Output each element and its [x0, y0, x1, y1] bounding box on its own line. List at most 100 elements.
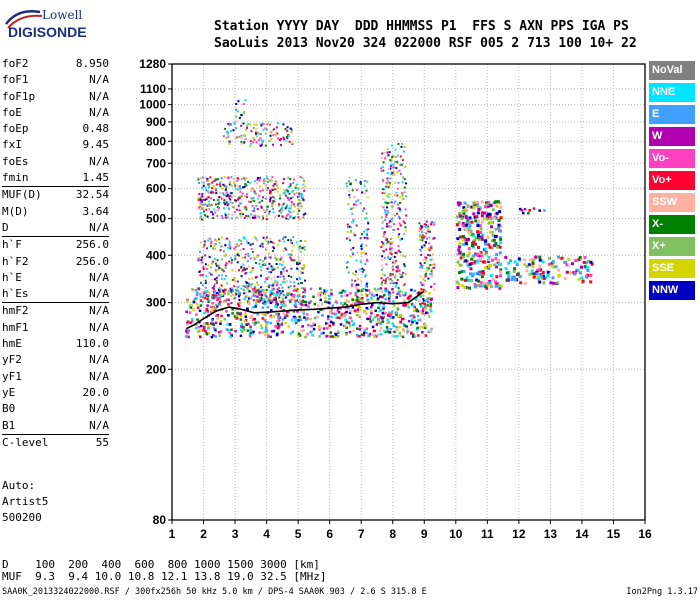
- echo-point: [262, 123, 265, 126]
- echo-point: [243, 178, 246, 181]
- echo-point: [382, 180, 385, 183]
- echo-point: [398, 314, 402, 317]
- echo-point: [381, 255, 384, 258]
- echo-point: [247, 181, 250, 184]
- echo-point: [475, 253, 479, 257]
- echo-point: [391, 291, 395, 294]
- echo-point: [507, 274, 511, 278]
- echo-point: [479, 230, 483, 234]
- echo-point: [419, 326, 422, 329]
- echo-point: [301, 248, 304, 251]
- echo-point: [420, 228, 423, 231]
- echo-point: [476, 235, 480, 239]
- echo-point: [270, 130, 273, 133]
- echo-point: [264, 263, 267, 266]
- echo-point: [215, 303, 218, 307]
- echo-point: [221, 245, 224, 248]
- echo-point: [385, 325, 389, 329]
- echo-point: [371, 303, 374, 307]
- echo-point: [202, 183, 205, 186]
- echo-point: [272, 329, 276, 333]
- echo-point: [414, 297, 418, 301]
- echo-point: [224, 216, 227, 219]
- echo-point: [485, 214, 489, 218]
- echo-point: [249, 181, 252, 184]
- echo-point: [212, 247, 215, 250]
- echo-point: [263, 289, 266, 292]
- echo-point: [219, 195, 222, 198]
- echo-point: [388, 151, 391, 154]
- echo-point: [586, 268, 590, 272]
- echo-point: [281, 215, 284, 218]
- echo-point: [257, 216, 260, 219]
- echo-point: [240, 266, 243, 269]
- echo-point: [272, 196, 275, 199]
- echo-point: [262, 140, 265, 143]
- echo-point: [260, 326, 264, 330]
- echo-point: [458, 227, 462, 231]
- echo-point: [278, 286, 281, 289]
- echo-point: [297, 300, 300, 303]
- echo-point: [390, 225, 393, 228]
- echo-point: [393, 282, 396, 285]
- echo-point: [389, 274, 392, 277]
- echo-point: [433, 223, 436, 226]
- echo-point: [224, 244, 227, 247]
- echo-point: [200, 181, 203, 184]
- echo-point: [285, 140, 288, 143]
- echo-point: [477, 251, 481, 255]
- echo-point: [266, 299, 269, 302]
- echo-point: [250, 190, 253, 193]
- echo-point: [396, 187, 399, 190]
- echo-point: [199, 335, 202, 339]
- echo-point: [395, 296, 398, 299]
- echo-point: [282, 136, 285, 139]
- echo-point: [199, 198, 202, 201]
- param-key: M(D): [2, 204, 29, 218]
- echo-point: [253, 292, 257, 296]
- echo-point: [266, 205, 269, 208]
- echo-point: [260, 206, 263, 209]
- echo-point: [385, 213, 388, 216]
- echo-point: [296, 204, 299, 207]
- echo-point: [288, 192, 291, 195]
- legend-item: NNW: [649, 281, 695, 300]
- echo-point: [242, 103, 245, 106]
- echo-point: [204, 286, 207, 289]
- echo-point: [256, 131, 259, 134]
- echo-point: [350, 284, 353, 287]
- echo-point: [224, 127, 227, 130]
- echo-point: [531, 260, 535, 264]
- echo-point: [289, 285, 292, 288]
- echo-point: [212, 323, 216, 327]
- echo-point: [269, 256, 272, 259]
- echo-point: [302, 267, 305, 270]
- echo-point: [421, 281, 424, 284]
- echo-point: [480, 275, 484, 279]
- echo-point: [362, 331, 366, 335]
- muf-distance-row: D 100 200 400 600 800 1000 1500 3000 [km…: [2, 558, 320, 571]
- echo-point: [430, 273, 433, 276]
- echo-point: [418, 235, 421, 238]
- echo-point: [197, 178, 200, 181]
- echo-point: [278, 289, 281, 292]
- echo-point: [378, 295, 382, 298]
- echo-point: [292, 289, 296, 292]
- echo-point: [258, 293, 261, 296]
- echo-point: [326, 317, 330, 321]
- echo-point: [210, 262, 213, 265]
- echo-point: [399, 321, 402, 324]
- echo-point: [492, 216, 496, 220]
- echo-point: [479, 258, 483, 262]
- echo-point: [249, 271, 252, 274]
- echo-point: [479, 235, 483, 239]
- echo-point: [381, 273, 384, 276]
- echo-point: [242, 264, 245, 267]
- echo-point: [425, 220, 428, 223]
- echo-point: [253, 191, 256, 194]
- echo-point: [278, 203, 281, 206]
- param-key: h`E: [2, 270, 22, 284]
- echo-point: [458, 241, 462, 245]
- echo-point: [258, 178, 261, 181]
- echo-point: [424, 334, 428, 337]
